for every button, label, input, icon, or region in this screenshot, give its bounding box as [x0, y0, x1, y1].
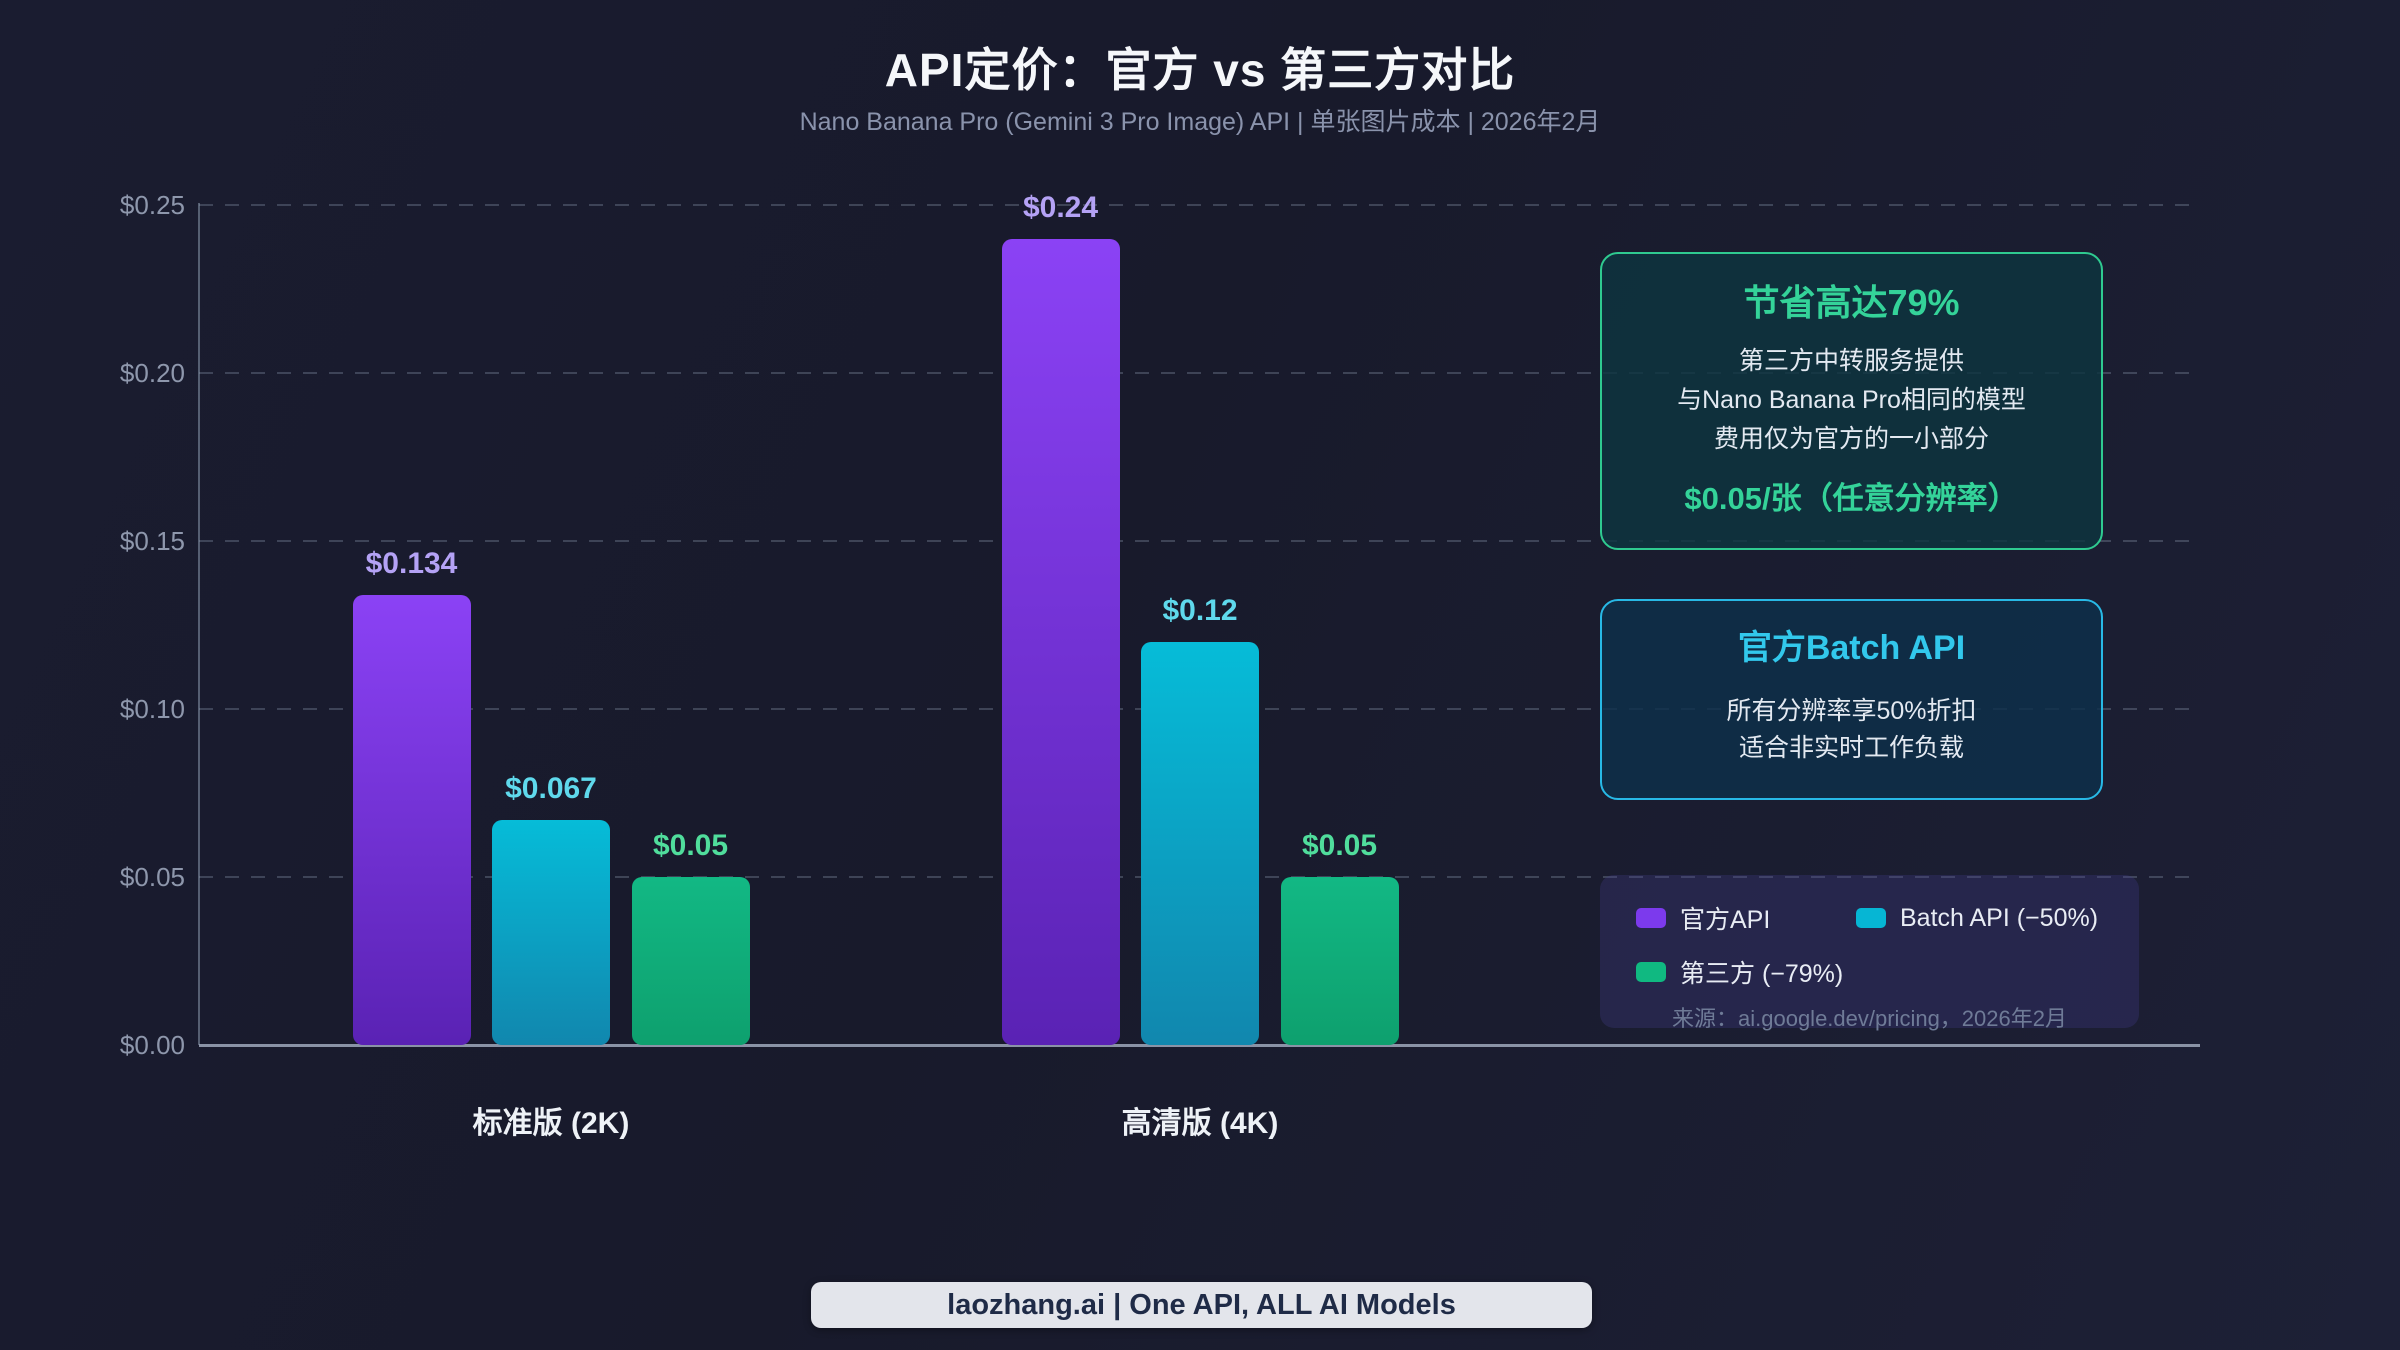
legend-swatch-official — [1636, 908, 1666, 928]
savings-box-line: 与Nano Banana Pro相同的模型 — [1677, 386, 2026, 414]
legend-label-third-party: 第三方 (−79%) — [1680, 960, 1844, 988]
legend-swatch-batch — [1856, 908, 1886, 928]
y-tick-label-$0.20: $0.20 — [119, 358, 185, 388]
value-label-official-2k: $0.134 — [365, 546, 458, 580]
y-tick-label-$0.15: $0.15 — [119, 526, 185, 556]
batch-box-body: 所有分辨率享50%折扣 适合非实时工作负载 — [1602, 693, 2101, 767]
x-axis-baseline — [199, 1044, 2200, 1047]
legend-swatch-third-party — [1636, 962, 1666, 982]
data-source-note: 来源：ai.google.dev/pricing，2026年2月 — [1672, 1006, 2067, 1031]
savings-box-line: 费用仅为官方的一小部分 — [1713, 425, 1989, 453]
bar-third-4k — [1280, 877, 1399, 1045]
gridline-$0.20 — [199, 372, 2200, 374]
batch-box-title: 官方Batch API — [1737, 629, 1966, 667]
chart-title: API定价：官方 vs 第三方对比 — [884, 44, 1516, 96]
savings-box-price: $0.05/张（任意分辨率） — [1684, 481, 2019, 516]
brand-badge: laozhang.ai | One API, ALL AI Models — [811, 1282, 1592, 1328]
y-tick-label-$0.10: $0.10 — [119, 694, 185, 724]
value-label-third-4k: $0.05 — [1301, 829, 1378, 862]
savings-box-line: 第三方中转服务提供 — [1738, 347, 1964, 375]
bar-third-2k — [631, 877, 750, 1045]
value-label-batch-2k: $0.067 — [505, 771, 597, 805]
y-tick-label-$0.25: $0.25 — [119, 190, 185, 220]
legend-item-third-party: 第三方 (−79%) — [1636, 959, 1856, 988]
bar-batch-2k — [492, 819, 610, 1045]
gridline-$0.15 — [199, 540, 2200, 542]
y-axis-line — [198, 203, 200, 1045]
batch-box-line: 适合非实时工作负载 — [1738, 734, 1964, 762]
savings-info-box: 节省高达79% 第三方中转服务提供 与Nano Banana Pro相同的模型 … — [1600, 252, 2103, 550]
y-tick-label-$0.05: $0.05 — [119, 862, 185, 892]
batch-box-line: 所有分辨率享50%折扣 — [1726, 697, 1977, 725]
legend-panel: 官方API Batch API (−50%) 第三方 (−79%) 来源：ai.… — [1600, 875, 2139, 1031]
x-axis-label-4k: 高清版 (4K) — [1121, 1107, 1279, 1140]
legend-label-official: 官方API — [1680, 906, 1771, 934]
legend-item-batch: Batch API (−50%) — [1856, 903, 2139, 932]
value-label-official-4k: $0.24 — [1022, 190, 1099, 224]
value-label-batch-4k: $0.12 — [1162, 593, 1238, 627]
y-tick-label-$0.00: $0.00 — [119, 1030, 185, 1060]
x-axis-label-2k: 标准版 (2K) — [472, 1107, 630, 1140]
chart-subtitle: Nano Banana Pro (Gemini 3 Pro Image) API… — [799, 108, 1601, 136]
batch-api-info-box: 官方Batch API 所有分辨率享50%折扣 适合非实时工作负载 — [1600, 599, 2103, 800]
gridline-$0.25 — [199, 204, 2200, 206]
bar-official-2k — [352, 594, 471, 1045]
bar-batch-4k — [1141, 641, 1259, 1045]
legend-label-batch: Batch API (−50%) — [1900, 903, 2099, 932]
legend-item-official: 官方API — [1636, 905, 1856, 934]
savings-box-title: 节省高达79% — [1743, 282, 1960, 323]
value-label-third-2k: $0.05 — [652, 829, 729, 862]
bar-official-4k — [1001, 238, 1120, 1045]
legend-grid: 官方API Batch API (−50%) 第三方 (−79%) — [1636, 903, 2139, 988]
savings-box-body: 第三方中转服务提供 与Nano Banana Pro相同的模型 费用仅为官方的一… — [1602, 342, 2101, 459]
